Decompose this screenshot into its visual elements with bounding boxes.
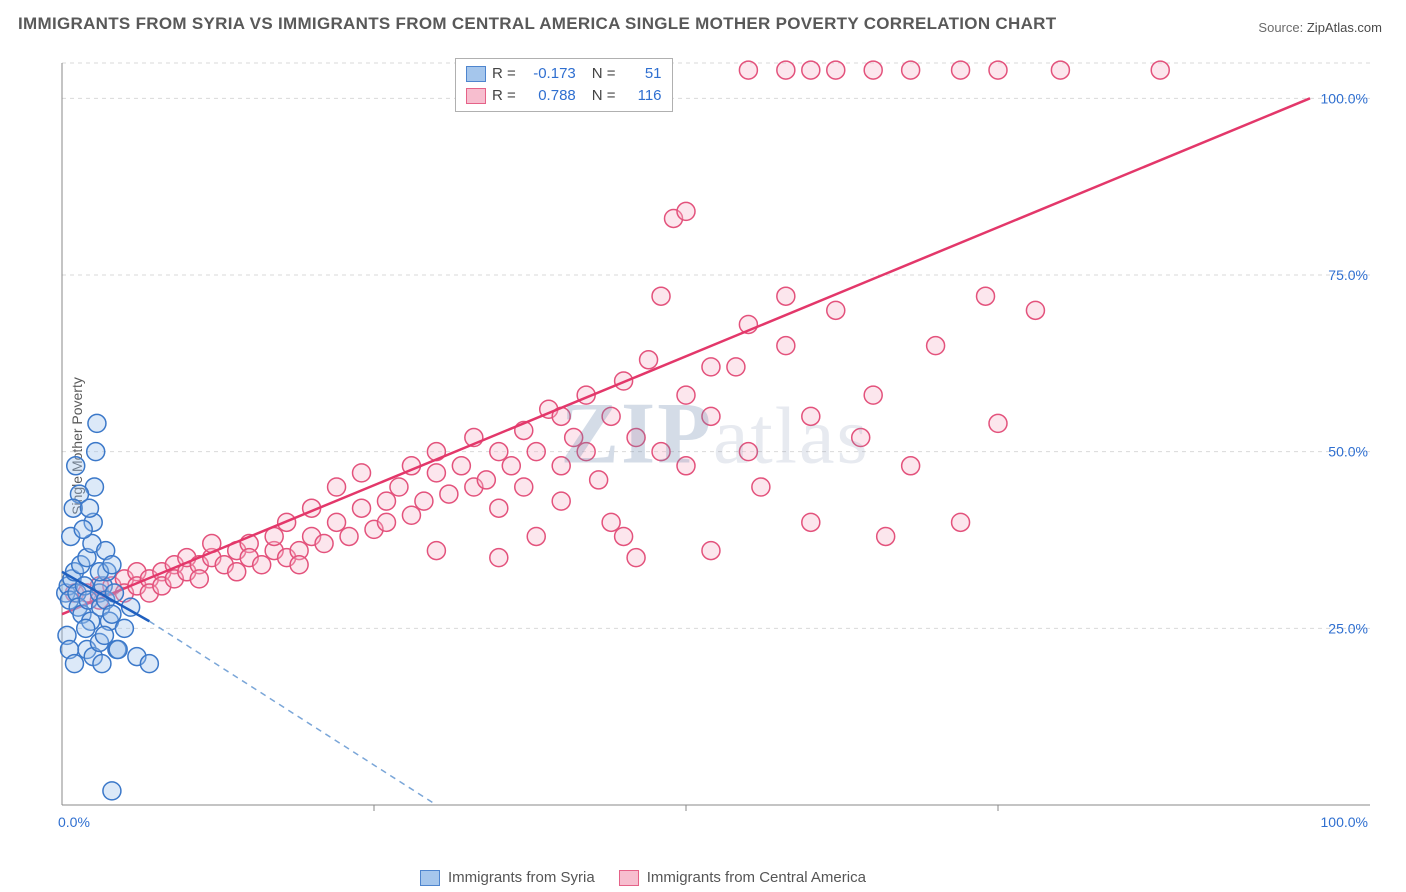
scatter-plot-svg: 25.0% 50.0% 75.0% 100.0% 0.0% 100.0% bbox=[50, 55, 1380, 845]
chart-title: IMMIGRANTS FROM SYRIA VS IMMIGRANTS FROM… bbox=[18, 14, 1056, 34]
legend-swatch-icon bbox=[466, 88, 486, 104]
legend-r-label: R = bbox=[492, 63, 516, 85]
legend-n-value: 51 bbox=[622, 63, 662, 85]
source-value: ZipAtlas.com bbox=[1307, 20, 1382, 35]
svg-text:0.0%: 0.0% bbox=[58, 814, 90, 830]
chart-area: 25.0%50.0%75.0%100.0%0.0%100.0% ZIPatlas bbox=[50, 55, 1380, 845]
svg-text:100.0%: 100.0% bbox=[1321, 90, 1368, 106]
legend-swatch-icon bbox=[619, 870, 639, 886]
legend-swatch-icon bbox=[466, 66, 486, 82]
series-central_america bbox=[62, 61, 1310, 614]
legend-swatch-icon bbox=[420, 870, 440, 886]
bottom-legend-central_america: Immigrants from Central America bbox=[619, 869, 866, 886]
series-legend: Immigrants from Syria Immigrants from Cen… bbox=[420, 869, 866, 886]
bottom-legend-syria: Immigrants from Syria bbox=[420, 869, 595, 886]
legend-row-syria: R = -0.173 N = 51 bbox=[466, 63, 662, 85]
legend-n-label: N = bbox=[582, 63, 616, 85]
svg-text:25.0%: 25.0% bbox=[1328, 620, 1368, 636]
source-label: Source: bbox=[1258, 20, 1303, 35]
legend-n-label: N = bbox=[582, 85, 616, 107]
svg-text:50.0%: 50.0% bbox=[1328, 444, 1368, 460]
svg-text:100.0%: 100.0% bbox=[1321, 814, 1368, 830]
source-attribution: Source: ZipAtlas.com bbox=[1258, 20, 1382, 35]
bottom-legend-label: Immigrants from Central America bbox=[647, 869, 866, 886]
correlation-legend: R = -0.173 N = 51 R = 0.788 N = 116 bbox=[455, 58, 673, 112]
svg-text:75.0%: 75.0% bbox=[1328, 267, 1368, 283]
legend-n-value: 116 bbox=[622, 85, 662, 107]
series-syria bbox=[57, 414, 437, 805]
legend-r-value: 0.788 bbox=[522, 85, 576, 107]
legend-row-central_america: R = 0.788 N = 116 bbox=[466, 85, 662, 107]
bottom-legend-label: Immigrants from Syria bbox=[448, 869, 595, 886]
legend-r-value: -0.173 bbox=[522, 63, 576, 85]
legend-r-label: R = bbox=[492, 85, 516, 107]
